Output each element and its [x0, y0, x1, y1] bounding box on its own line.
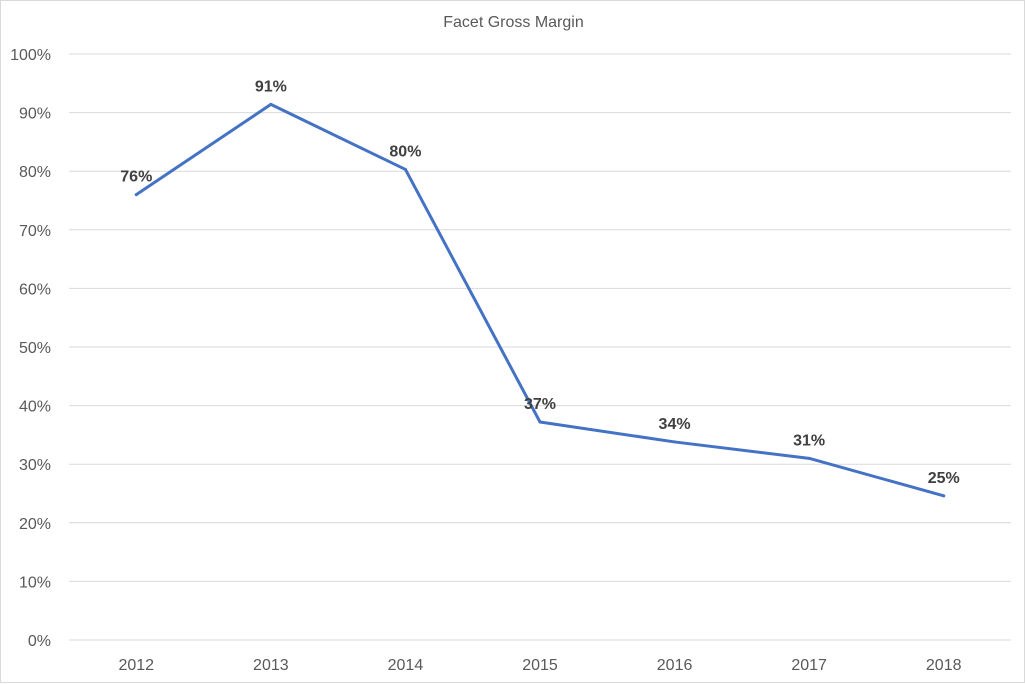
data-point [269, 102, 273, 106]
x-tick-label: 2015 [522, 657, 558, 674]
y-tick-label: 60% [19, 281, 51, 298]
data-point [538, 420, 542, 424]
data-label: 31% [793, 432, 825, 449]
y-tick-label: 100% [10, 47, 51, 64]
x-tick-label: 2013 [253, 657, 289, 674]
data-label: 80% [389, 143, 421, 160]
x-tick-label: 2017 [791, 657, 827, 674]
x-tick-label: 2018 [926, 657, 962, 674]
data-point [403, 167, 407, 171]
y-tick-label: 10% [19, 574, 51, 591]
data-point [807, 456, 811, 460]
y-axis-tick-labels: 0% 10% 20% 30% 40% 50% 60% 70% 80% 90% 100% [10, 47, 51, 650]
data-point [134, 193, 138, 197]
y-tick-label: 70% [19, 223, 51, 240]
x-tick-label: 2012 [118, 657, 154, 674]
data-label: 91% [255, 78, 287, 95]
data-labels: 76% 91% 80% 37% 34% 31% 25% [120, 78, 959, 486]
x-tick-label: 2014 [388, 657, 424, 674]
data-label: 25% [928, 470, 960, 487]
y-tick-label: 0% [28, 633, 51, 650]
x-tick-label: 2016 [657, 657, 693, 674]
y-tick-label: 30% [19, 457, 51, 474]
y-tick-label: 50% [19, 340, 51, 357]
chart-title: Facet Gross Margin [443, 14, 584, 31]
gridlines [69, 53, 1011, 641]
y-tick-label: 90% [19, 106, 51, 123]
data-point [673, 440, 677, 444]
x-axis-tick-labels: 2012 2013 2014 2015 2016 2017 2018 [118, 657, 961, 674]
y-tick-label: 20% [19, 516, 51, 533]
series-layer [134, 102, 946, 498]
data-label: 37% [524, 396, 556, 413]
data-point [942, 494, 946, 498]
y-tick-label: 80% [19, 164, 51, 181]
y-tick-label: 40% [19, 399, 51, 416]
data-label: 34% [659, 416, 691, 433]
data-label: 76% [120, 169, 152, 186]
